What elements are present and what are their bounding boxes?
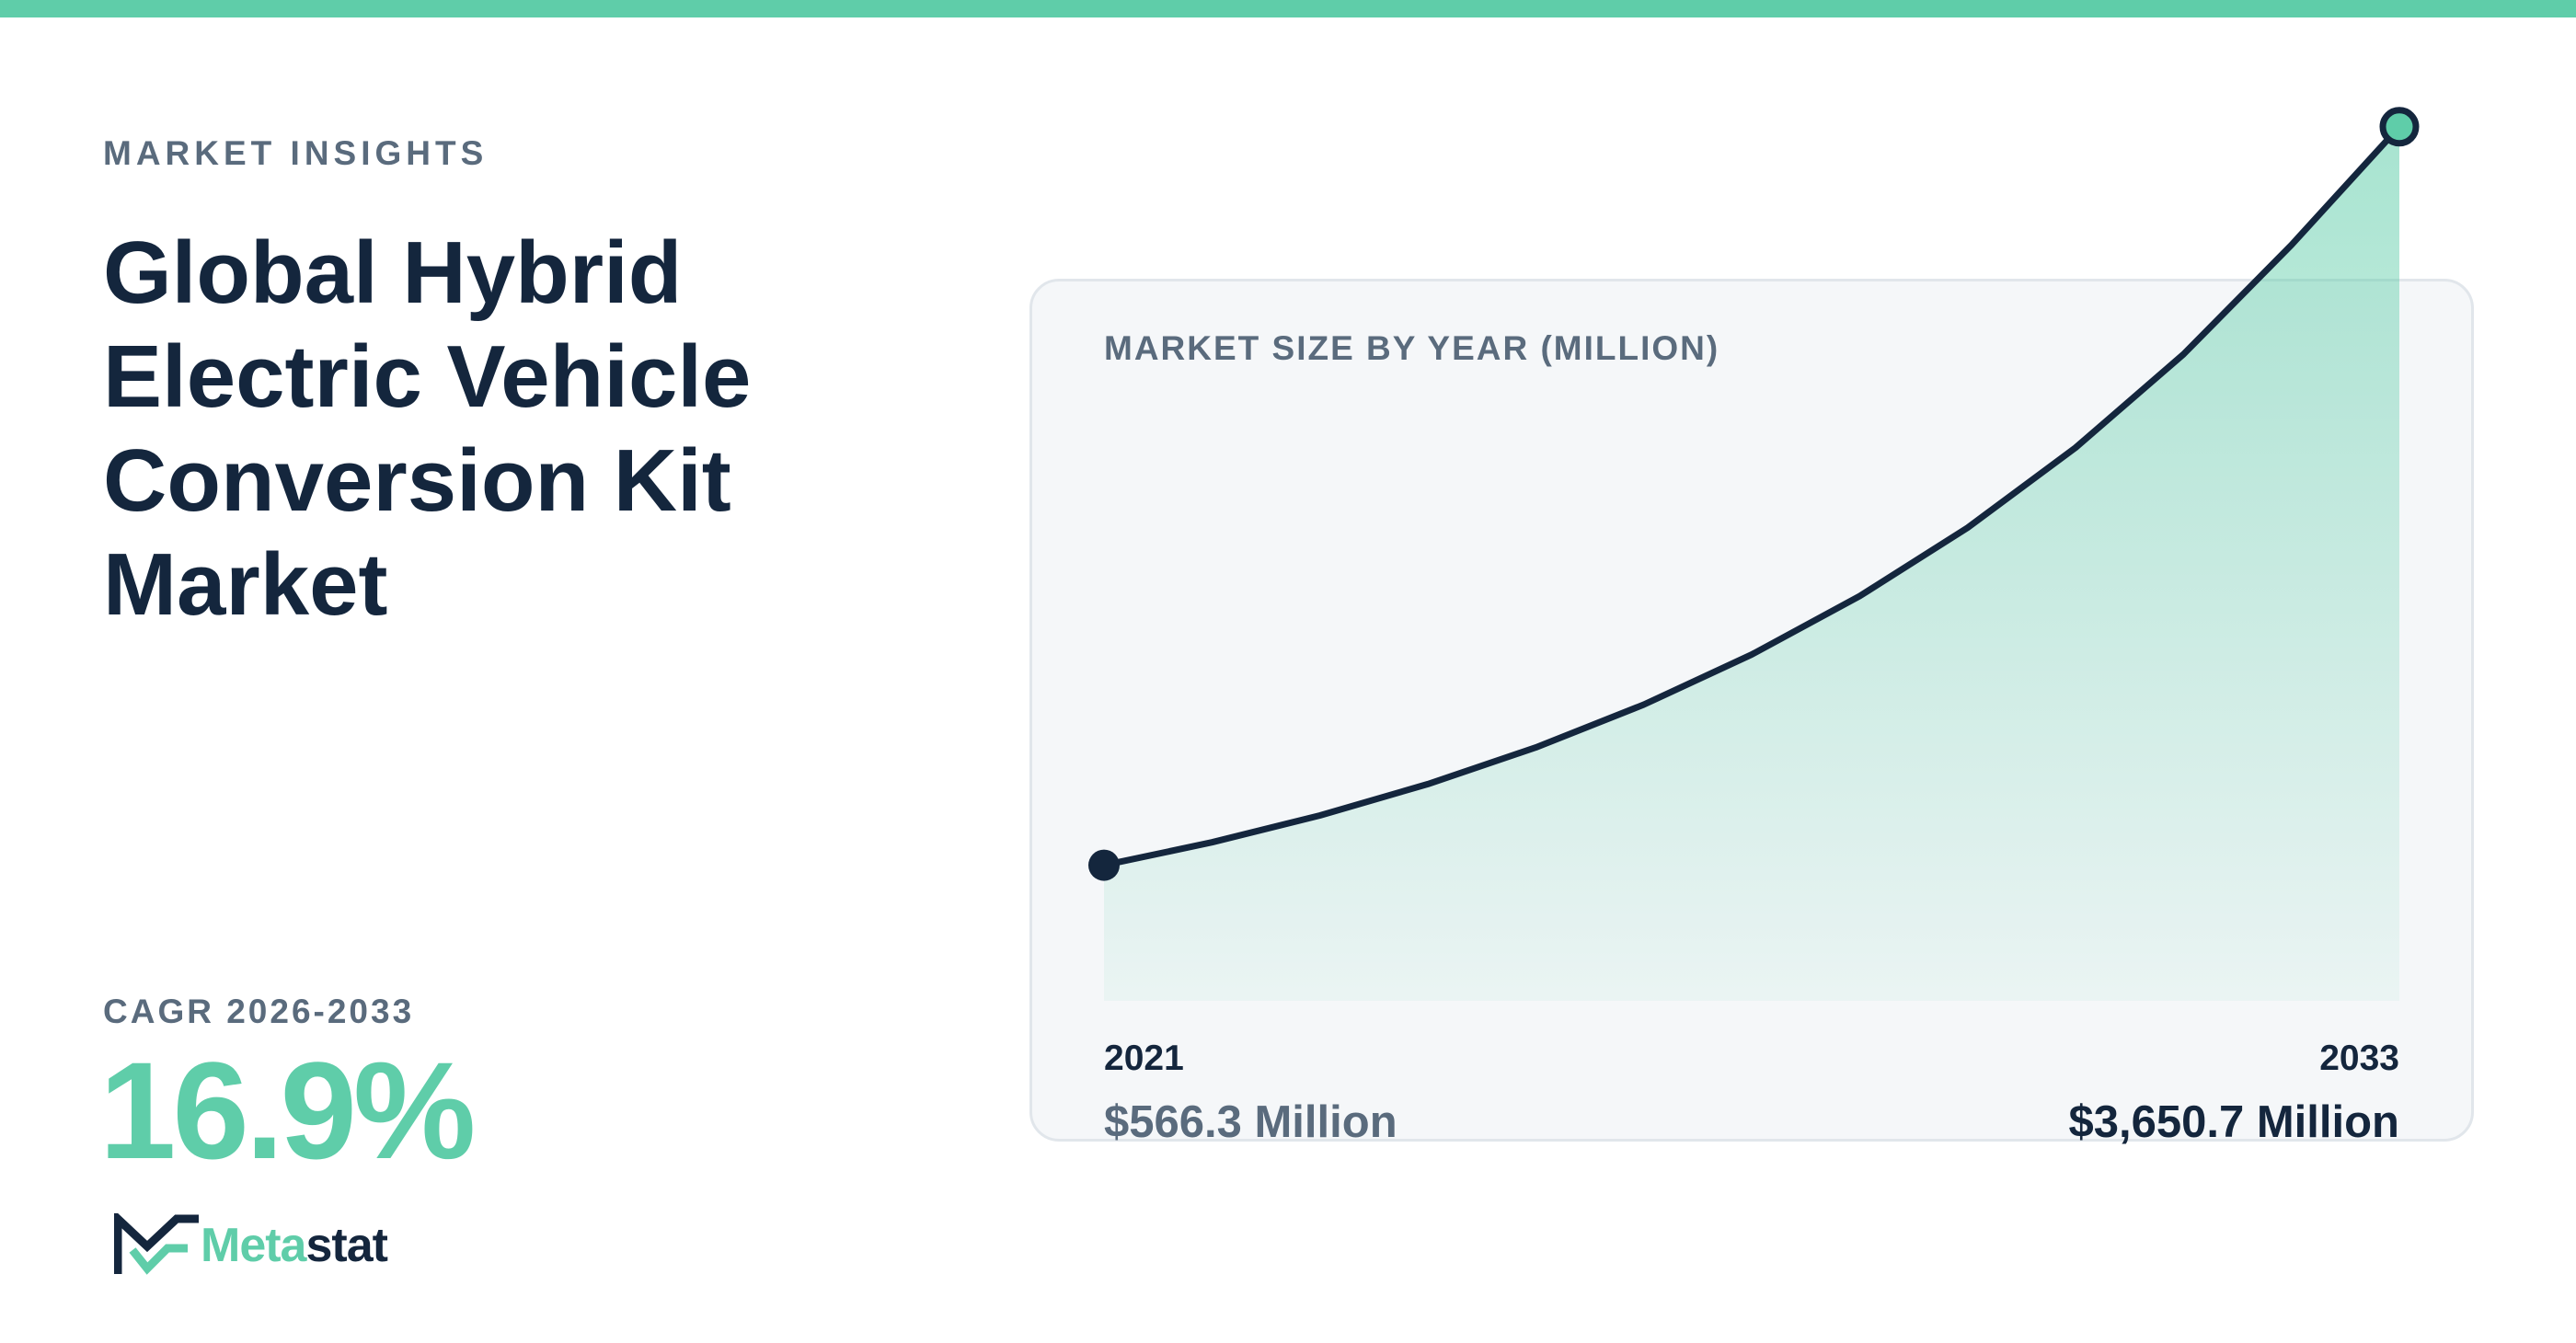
page-title: Global Hybrid Electric Vehicle Conversio…: [103, 224, 752, 634]
chart-title: MARKET SIZE BY YEAR (MILLION): [1104, 329, 1720, 367]
end-point-marker: [2379, 107, 2420, 147]
chart-card: [1029, 279, 2474, 1142]
cagr-value: 16.9%: [99, 1033, 476, 1188]
eyebrow-label: MARKET INSIGHTS: [103, 134, 489, 172]
end-value-label: $3,650.7 Million: [2068, 1097, 2400, 1147]
cagr-label: CAGR 2026-2033: [103, 993, 415, 1030]
metastat-logo-icon: [114, 1213, 199, 1275]
brand-wordmark-meta: Meta: [201, 1219, 306, 1272]
brand-wordmark: Metastat: [201, 1218, 388, 1273]
start-value-label: $566.3 Million: [1104, 1097, 1397, 1147]
x-axis-end-label: 2033: [2319, 1039, 2399, 1078]
brand-wordmark-stat: stat: [305, 1219, 387, 1272]
top-accent-bar: [0, 0, 2576, 17]
brand-logo: Metastat: [114, 1212, 388, 1279]
x-axis-start-label: 2021: [1104, 1039, 1184, 1078]
